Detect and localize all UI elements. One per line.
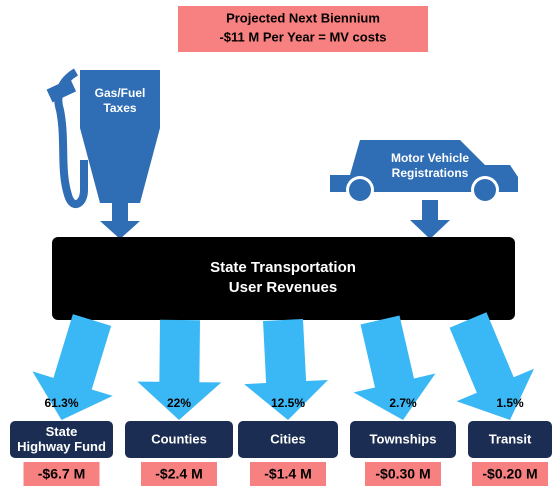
truck-icon: [330, 140, 518, 204]
destination-label: Cities: [270, 431, 305, 446]
amount: -$6.7 M: [38, 466, 85, 482]
gas-pump-icon: [46, 68, 160, 208]
arrow: [244, 319, 329, 420]
percent: 1.5%: [496, 396, 524, 410]
center-box: [52, 237, 515, 320]
percent: 12.5%: [271, 396, 305, 410]
header-box: [178, 6, 428, 52]
percent: 2.7%: [389, 396, 417, 410]
arrow: [137, 319, 222, 420]
destination-label: Counties: [151, 431, 207, 446]
source-label: Taxes: [103, 101, 136, 115]
percent: 22%: [167, 396, 191, 410]
arrow: [410, 200, 450, 239]
source-label: Motor Vehicle: [391, 151, 469, 165]
amount-box: [141, 462, 217, 486]
header-line: Projected Next Biennium: [226, 10, 380, 25]
arrow: [449, 312, 535, 420]
center-label: State Transportation: [210, 259, 356, 276]
arrow: [32, 314, 113, 420]
destination-box: [238, 421, 338, 458]
source-label: Gas/Fuel: [95, 86, 146, 100]
destination-box: [10, 421, 113, 458]
arrow: [100, 203, 140, 239]
destination-box: [468, 421, 552, 458]
amount: -$2.4 M: [155, 466, 202, 482]
amount-box: [23, 462, 100, 486]
destination-label: Highway Fund: [17, 439, 106, 454]
header-line: -$11 M Per Year = MV costs: [219, 29, 386, 44]
amount: -$1.4 M: [264, 466, 311, 482]
amount: -$0.20 M: [482, 466, 537, 482]
amount-box: [472, 462, 548, 486]
destination-label: Transit: [489, 431, 532, 446]
destination-label: Townships: [370, 431, 437, 446]
destination-box: [125, 421, 233, 458]
amount-box: [250, 462, 326, 486]
amount-box: [365, 462, 441, 486]
arrow: [353, 315, 436, 420]
amount: -$0.30 M: [375, 466, 430, 482]
percent: 61.3%: [44, 396, 78, 410]
destination-box: [350, 421, 456, 458]
source-label: Registrations: [392, 166, 469, 180]
center-label: User Revenues: [229, 279, 337, 296]
destination-label: State: [46, 424, 78, 439]
